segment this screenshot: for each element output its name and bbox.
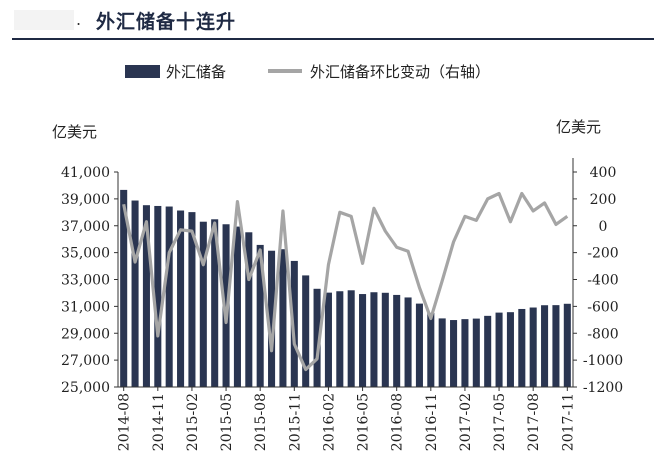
left-axis-unit: 亿美元 [52, 123, 97, 141]
right-tick-label: -1000 [583, 353, 623, 369]
left-tick-label: 37,000 [61, 219, 110, 235]
title-rule [12, 38, 654, 40]
bar [518, 308, 526, 387]
axes [114, 158, 577, 391]
bar [165, 206, 173, 387]
x-tick-label: 2014-11 [151, 393, 167, 451]
bar [233, 226, 241, 387]
bar [359, 294, 367, 387]
bar [484, 315, 492, 387]
legend-bar-swatch [125, 65, 160, 78]
left-tick-label: 39,000 [61, 192, 110, 208]
header-dot: . [76, 10, 82, 29]
page-title: 外汇储备十连升 [96, 11, 237, 33]
series-line [122, 191, 569, 372]
bar [245, 232, 253, 387]
bar [142, 205, 150, 387]
bar [415, 303, 423, 387]
right-tick-label: -800 [587, 326, 618, 342]
x-tick-label: 2016-08 [390, 393, 406, 451]
right-tick-label: 400 [590, 165, 617, 181]
legend: 外汇储备 外汇储备环比变动（右轴） [125, 63, 490, 81]
bar [256, 244, 264, 387]
x-tick-label: 2014-08 [117, 393, 133, 451]
bar [381, 292, 389, 387]
left-tick-label: 27,000 [61, 353, 110, 369]
right-tick-label: -400 [587, 273, 618, 289]
x-tick-label: 2015-11 [287, 393, 303, 451]
bar [541, 305, 549, 387]
right-axis-unit: 亿美元 [556, 118, 601, 136]
left-tick-label: 35,000 [61, 246, 110, 262]
bar [313, 288, 321, 387]
bar [370, 292, 378, 387]
bar [268, 250, 276, 387]
left-tick-label: 41,000 [61, 165, 110, 181]
bar [279, 249, 287, 387]
legend-line-label: 外汇储备环比变动（右轴） [310, 63, 490, 81]
x-tick-label: 2015-02 [185, 393, 201, 451]
right-tick-label: 200 [590, 192, 617, 208]
bar [472, 318, 480, 387]
bar [302, 275, 310, 387]
bar-series [120, 189, 571, 387]
left-tick-label: 33,000 [61, 273, 110, 289]
x-tick-label: 2017-02 [458, 393, 474, 451]
x-tick-label: 2016-11 [424, 393, 440, 451]
logo-placeholder [14, 10, 74, 30]
x-tick-label: 2015-08 [253, 393, 269, 451]
bar [154, 205, 162, 387]
bar [131, 200, 139, 387]
bar [506, 312, 514, 387]
bar [290, 260, 298, 387]
bar [393, 294, 401, 387]
x-tick-label: 2017-05 [492, 393, 508, 451]
bar [324, 292, 332, 387]
bar [120, 189, 128, 387]
right-tick-label: -200 [587, 246, 618, 262]
bar [177, 210, 185, 387]
tick-labels: 25,000 27,000 29,000 31,000 33,000 35,000 37,0… [61, 165, 623, 451]
bar [427, 312, 435, 387]
left-tick-label: 31,000 [61, 299, 110, 315]
bar [461, 319, 469, 387]
bar [438, 318, 446, 387]
bar [336, 291, 344, 387]
bar [563, 303, 571, 387]
line-series [122, 191, 569, 372]
bar [404, 297, 412, 387]
bar [188, 212, 196, 387]
bar [450, 320, 458, 387]
bar [199, 221, 207, 387]
x-tick-label: 2016-02 [321, 393, 337, 451]
header: . 外汇储备十连升 [0, 0, 666, 40]
bar [529, 307, 537, 387]
bar [495, 312, 503, 387]
right-tick-label: -600 [587, 299, 618, 315]
bar [347, 290, 355, 387]
legend-bar-label: 外汇储备 [166, 63, 226, 81]
right-tick-label: -1200 [583, 380, 623, 396]
x-tick-label: 2017-11 [560, 393, 576, 451]
bar [211, 219, 219, 387]
x-tick-label: 2016-05 [356, 393, 372, 451]
x-tick-label: 2017-08 [526, 393, 542, 451]
right-tick-label: 0 [599, 219, 608, 235]
left-tick-label: 29,000 [61, 326, 110, 342]
x-tick-label: 2015-05 [219, 393, 235, 451]
left-tick-label: 25,000 [61, 380, 110, 396]
bar [552, 305, 560, 387]
